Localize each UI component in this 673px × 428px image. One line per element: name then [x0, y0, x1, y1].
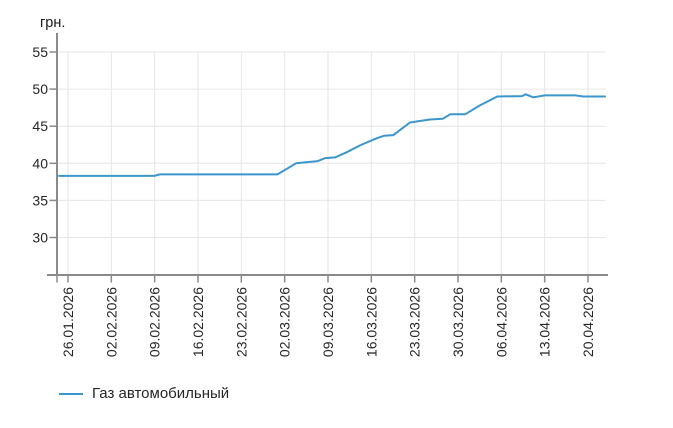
x-tick-label: 23.03.2026 — [407, 287, 423, 357]
y-tick-label: 35 — [32, 192, 48, 208]
y-tick-label: 45 — [32, 118, 48, 134]
x-tick-label: 16.02.2026 — [190, 287, 206, 357]
price-chart: 55 50 45 40 35 30 26.01.2026 02.02.2026 09.02.20… — [32, 15, 608, 357]
y-tick-label: 30 — [32, 230, 48, 246]
x-tick-label: 13.04.2026 — [537, 287, 553, 357]
axis-layer — [47, 33, 608, 283]
x-tick-label: 20.04.2026 — [580, 287, 596, 357]
legend-label: Газ автомобильный — [92, 385, 230, 402]
y-tick-label: 50 — [32, 81, 48, 97]
x-tick-label: 02.02.2026 — [103, 287, 119, 357]
x-tick-label: 06.04.2026 — [493, 287, 509, 357]
legend-line-swatch — [59, 393, 83, 395]
x-tick-label: 26.01.2026 — [60, 287, 76, 357]
label-layer: 55 50 45 40 35 30 26.01.2026 02.02.2026 09.02.20… — [32, 44, 596, 357]
x-tick-label: 09.03.2026 — [320, 287, 336, 357]
y-tick-label: 55 — [32, 44, 48, 60]
y-axis-unit-label: грн. — [40, 15, 65, 31]
x-tick-label: 30.03.2026 — [450, 287, 466, 357]
x-tick-label: 16.03.2026 — [363, 287, 379, 357]
series-line-gas — [58, 93, 606, 177]
y-tick-label: 40 — [32, 155, 48, 171]
legend-item-gas[interactable]: Газ автомобильный — [59, 385, 229, 403]
series-layer — [58, 93, 606, 177]
x-tick-label: 23.02.2026 — [233, 287, 249, 357]
x-tick-label: 02.03.2026 — [277, 287, 293, 357]
x-tick-label: 09.02.2026 — [147, 287, 163, 357]
grid-layer — [57, 51, 606, 275]
